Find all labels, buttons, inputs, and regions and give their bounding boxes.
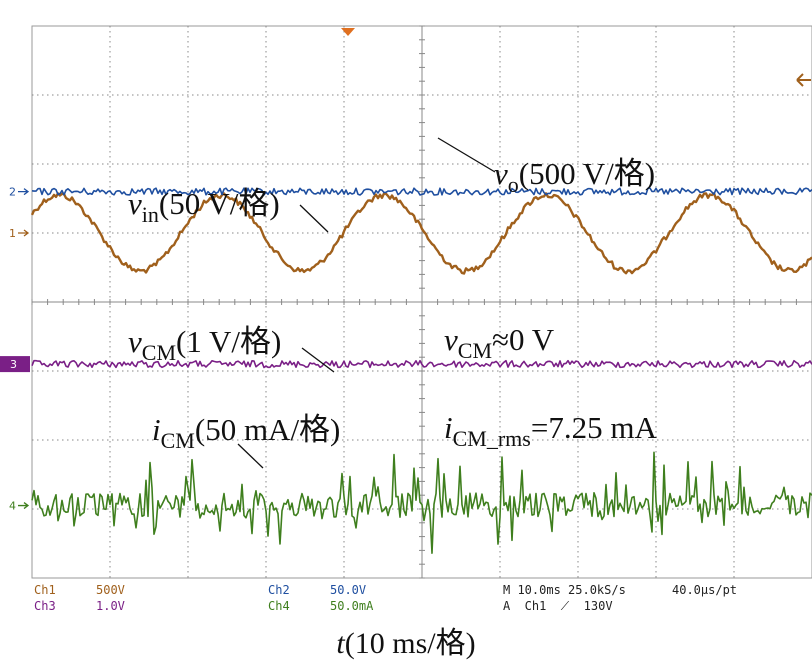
ch2-label: Ch2 (268, 583, 290, 597)
marker-ch2-arrow (18, 188, 30, 196)
marker-ch1-label: 1 (9, 227, 16, 240)
vo-leader-line (437, 137, 496, 173)
trigger-level-arrow (796, 73, 811, 87)
marker-ch4-arrow (18, 502, 30, 510)
trigger-position-marker (341, 28, 355, 36)
vcm-leader-line (301, 347, 335, 373)
icm-rms-annotation: iCM_rms=7.25 mA (444, 410, 657, 451)
settings-readout: Ch1 500V Ch3 1.0V Ch2 50.0V Ch4 50.0mA M… (34, 583, 737, 613)
channel-markers: 1 2 3 4 (0, 186, 30, 513)
ch4-scale: 50.0mA (330, 599, 374, 613)
resolution-readout: 40.0μs/pt (672, 583, 737, 597)
x-axis-label: t(10 ms/格) (0, 618, 812, 662)
marker-ch4-label: 4 (9, 500, 16, 513)
vin-leader-line (299, 204, 329, 233)
icm-leader-line (237, 443, 264, 469)
marker-ch1-arrow (18, 229, 30, 237)
traces (30, 187, 812, 554)
vo-annotation: vo(500 V/格) (494, 156, 655, 197)
ch1-scale: 500V (96, 583, 125, 597)
ch3-scale: 1.0V (96, 599, 125, 613)
trace-ch1 (30, 192, 812, 275)
timebase-readout: M 10.0ms 25.0kS/s (503, 583, 626, 597)
ch4-label: Ch4 (268, 599, 290, 613)
vcm-value-annotation: vCM≈0 V (444, 322, 555, 363)
marker-ch3-box (0, 356, 30, 373)
ch3-label: Ch3 (34, 599, 56, 613)
ch1-label: Ch1 (34, 583, 56, 597)
trace-ch3 (31, 359, 812, 369)
ch2-scale: 50.0V (330, 583, 366, 597)
trigger-readout: A Ch1 ⟋ 130V (503, 599, 613, 613)
vin-annotation: vin(50 V/格) (128, 186, 280, 227)
trace-ch4 (31, 451, 812, 554)
marker-ch3-label: 3 (10, 358, 17, 371)
icm-annotation: iCM(50 mA/格) (152, 412, 340, 453)
vcm-annotation: vCM(1 V/格) (128, 324, 281, 365)
marker-ch2-label: 2 (9, 186, 16, 199)
x-axis-variable: t (336, 627, 345, 660)
trace-ch2 (31, 187, 812, 196)
x-axis-unit: (10 ms/格) (344, 627, 476, 660)
